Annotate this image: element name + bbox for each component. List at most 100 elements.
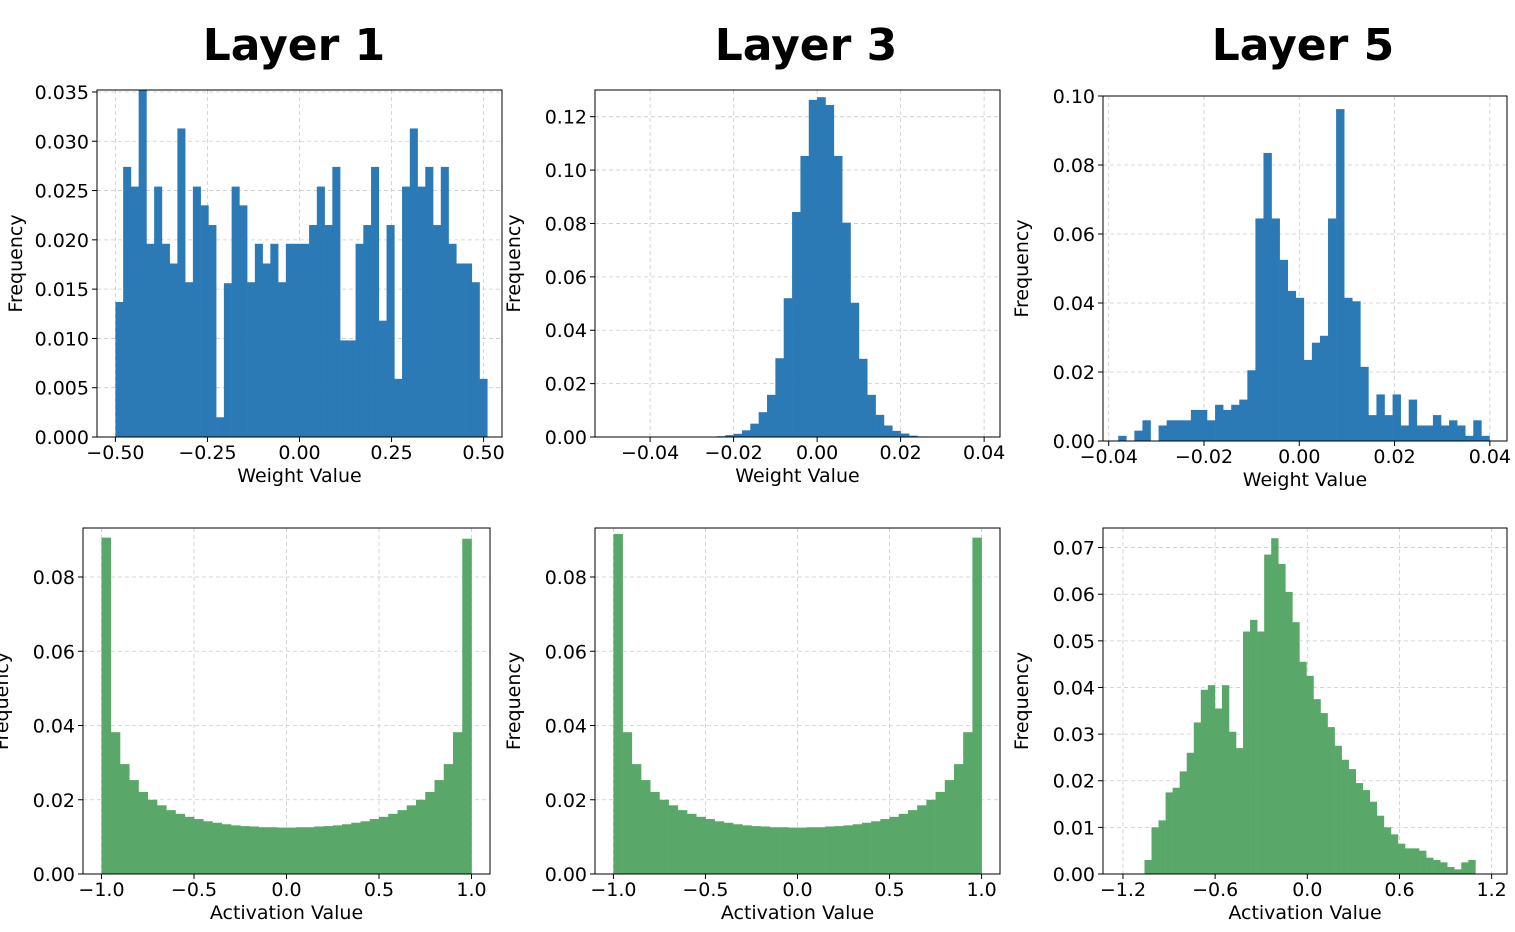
y-tick-label: 0.02 (33, 790, 75, 812)
histogram-bar (742, 825, 752, 874)
histogram-bar (1285, 591, 1293, 874)
histogram-bar (733, 824, 743, 874)
histogram-bar (324, 225, 333, 437)
histogram-bar (1328, 218, 1337, 441)
histogram-bar (138, 791, 149, 874)
histogram-bar (371, 166, 380, 438)
histogram-bar (1247, 370, 1256, 441)
histogram-bar (254, 243, 263, 437)
histogram-bar (767, 394, 776, 437)
histogram-bar (416, 799, 426, 874)
histogram-bar (249, 826, 260, 874)
histogram-bar (705, 819, 715, 874)
histogram-bar (1341, 759, 1349, 874)
x-tick-label: 1.2 (1477, 879, 1507, 901)
histogram-panel-2: −0.04 −0.02 0.00 0.02 0.04 0.00 0.02 0.04 0.06 0.… (503, 89, 1005, 487)
histogram-bar (355, 243, 364, 437)
histogram-bar (440, 166, 449, 438)
histogram-bar (650, 791, 660, 874)
histogram-bar (258, 827, 269, 874)
y-tick-label: 0.04 (1053, 293, 1095, 315)
histogram-bar (935, 791, 946, 874)
histogram-bar (1134, 430, 1143, 441)
histogram-bar (1390, 834, 1399, 874)
histogram-bar (972, 537, 982, 874)
histogram-bar (833, 155, 843, 437)
x-tick-label: −1.2 (1100, 879, 1146, 901)
histogram-bar (861, 822, 872, 874)
histogram-bar (806, 827, 817, 874)
y-tick-label: 0.06 (33, 641, 75, 663)
histogram-bar (1433, 860, 1441, 874)
histogram-bar (1257, 631, 1265, 874)
y-tick-label: 0.010 (35, 328, 89, 350)
histogram-bar (1243, 631, 1251, 874)
histogram-bar (351, 822, 361, 874)
histogram-bar (800, 155, 810, 437)
x-tick-label: 0.50 (462, 442, 504, 464)
histogram-bar (1166, 420, 1176, 441)
histogram-bar (1327, 727, 1335, 874)
histogram-bar (301, 243, 310, 437)
histogram-bar (166, 810, 176, 874)
x-tick-label: 0.04 (963, 442, 1005, 464)
histogram-bar (1368, 415, 1377, 441)
histogram-bar (1319, 335, 1329, 441)
x-axis-label: Weight Value (237, 465, 361, 487)
histogram-bar (278, 282, 287, 437)
histogram-bar (332, 166, 341, 438)
histogram-bar (1179, 771, 1188, 874)
histogram-bar (883, 425, 893, 437)
histogram-bar (834, 826, 844, 874)
histogram-bar (741, 430, 751, 437)
x-tick-label: 0.0 (782, 879, 812, 901)
axes-frame (594, 89, 1001, 438)
histogram-bar (231, 825, 241, 874)
histogram-bar (316, 186, 325, 437)
histogram-bar (1186, 752, 1195, 874)
x-axis-label: Weight Value (1243, 469, 1367, 491)
histogram-bar (471, 282, 480, 437)
histogram-bar (1383, 827, 1392, 874)
histogram-bar (1299, 661, 1307, 874)
histogram-bar (342, 824, 352, 874)
histogram-bar (1287, 290, 1297, 441)
histogram-bar (797, 827, 808, 874)
histogram-bar (1271, 218, 1280, 441)
y-axis-label: Frequency (503, 214, 525, 312)
histogram-bar (1412, 848, 1420, 874)
y-tick-label: 0.07 (1053, 538, 1095, 560)
histogram-bar (1320, 713, 1328, 874)
histogram-bar (1239, 399, 1248, 441)
histogram-bar (641, 780, 651, 874)
histogram-bar (760, 826, 771, 874)
histogram-bar (907, 810, 918, 874)
histogram-bar (1151, 827, 1159, 874)
histogram-bar (815, 827, 826, 874)
histogram-bar (120, 764, 130, 874)
histogram-bar (775, 358, 785, 437)
histogram-bar (622, 732, 633, 874)
histogram-bar (1432, 415, 1442, 441)
histogram-bar (867, 394, 876, 437)
histogram-bar (1426, 857, 1434, 874)
histogram-bar (157, 805, 167, 874)
histogram-bar (378, 320, 387, 437)
histogram-bar (434, 780, 445, 874)
histogram-bar (203, 821, 213, 874)
column-title-layer-5: Layer 5 (1212, 20, 1395, 71)
x-tick-label: −0.5 (682, 879, 728, 901)
x-tick-label: 0.0 (271, 879, 301, 901)
histogram-bar (1454, 869, 1462, 874)
histogram-bar (138, 90, 147, 437)
histogram-bar (1408, 399, 1418, 441)
histogram-bar (1311, 342, 1321, 441)
histogram-bar (788, 827, 798, 874)
histogram-bar (900, 433, 910, 437)
histogram-bar (1440, 862, 1448, 874)
histogram-bar (953, 764, 964, 874)
y-tick-label: 0.06 (545, 641, 587, 663)
histogram-bar (394, 378, 403, 437)
histogram-bar (1165, 792, 1173, 874)
histogram-bar (1416, 425, 1426, 441)
